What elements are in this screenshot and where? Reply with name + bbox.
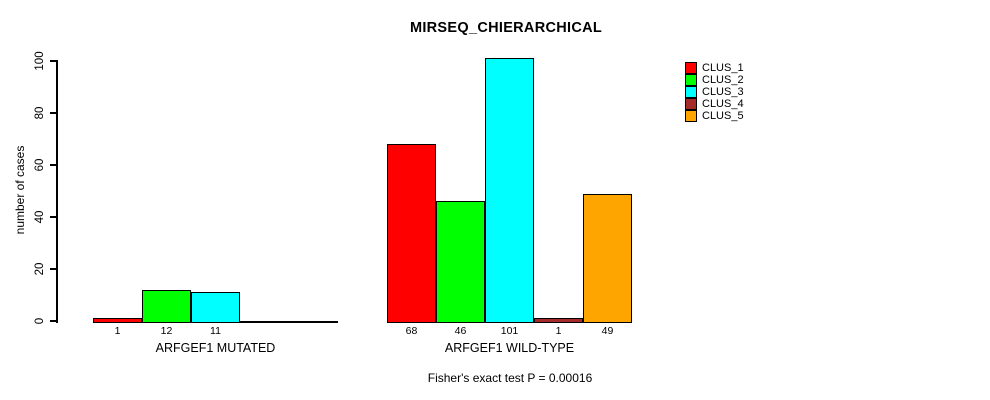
bar-value-label: 11: [210, 325, 221, 337]
legend-swatch-clus_5: [685, 110, 697, 122]
legend-label: CLUS_1: [702, 62, 744, 74]
y-axis-label: number of cases: [13, 145, 27, 235]
legend-swatch-clus_4: [685, 98, 697, 110]
legend-item: CLUS_4: [685, 98, 744, 110]
y-tick-label: 0: [34, 317, 46, 325]
legend: CLUS_1 CLUS_2 CLUS_3 CLUS_4 CLUS_5: [685, 62, 744, 122]
legend-label: CLUS_5: [702, 110, 744, 122]
y-tick-label: 60: [34, 158, 46, 172]
y-tick-mark: [50, 60, 57, 62]
bar-arfgef1-wild-type-clus_1: [387, 144, 436, 323]
bar-arfgef1-wild-type-clus_3: [485, 58, 534, 323]
legend-item: CLUS_2: [685, 74, 744, 86]
bar-value-label: 46: [454, 325, 467, 337]
bar-value-label: 101: [500, 325, 519, 337]
legend-swatch-clus_1: [685, 62, 697, 74]
y-tick-label: 40: [34, 210, 46, 224]
bar-arfgef1-mutated-clus_1: [93, 318, 142, 323]
y-tick-label: 80: [34, 106, 46, 120]
group-label: ARFGEF1 MUTATED: [155, 341, 276, 355]
group-label: ARFGEF1 WILD-TYPE: [444, 341, 575, 355]
y-tick-mark: [50, 164, 57, 166]
bar-value-label: 1: [555, 325, 562, 337]
chart-title: MIRSEQ_CHIERARCHICAL: [409, 20, 603, 36]
bar-value-label: 1: [114, 325, 121, 337]
y-tick-mark: [50, 216, 57, 218]
legend-label: CLUS_4: [702, 98, 744, 110]
bar-arfgef1-wild-type-clus_4: [534, 318, 583, 323]
legend-item: CLUS_5: [685, 110, 744, 122]
bar-value-label: 49: [601, 325, 614, 337]
bar-arfgef1-mutated-clus_2: [142, 289, 191, 323]
bar-value-label: 68: [405, 325, 418, 337]
legend-item: CLUS_3: [685, 86, 744, 98]
legend-item: CLUS_1: [685, 62, 744, 74]
y-tick-mark: [50, 112, 57, 114]
bar-arfgef1-wild-type-clus_5: [583, 193, 632, 323]
bar-arfgef1-wild-type-clus_2: [436, 201, 485, 323]
legend-label: CLUS_2: [702, 74, 744, 86]
y-axis-line: [56, 60, 58, 323]
legend-swatch-clus_2: [685, 74, 697, 86]
legend-label: CLUS_3: [702, 86, 744, 98]
legend-swatch-clus_3: [685, 86, 697, 98]
bar-value-label: 12: [160, 325, 173, 337]
y-tick-mark: [50, 268, 57, 270]
bar-arfgef1-mutated-clus_3: [191, 292, 240, 323]
y-tick-label: 20: [34, 262, 46, 276]
fisher-test-annotation: Fisher's exact test P = 0.00016: [427, 371, 593, 385]
y-tick-mark: [50, 320, 57, 322]
y-tick-label: 100: [34, 51, 46, 71]
